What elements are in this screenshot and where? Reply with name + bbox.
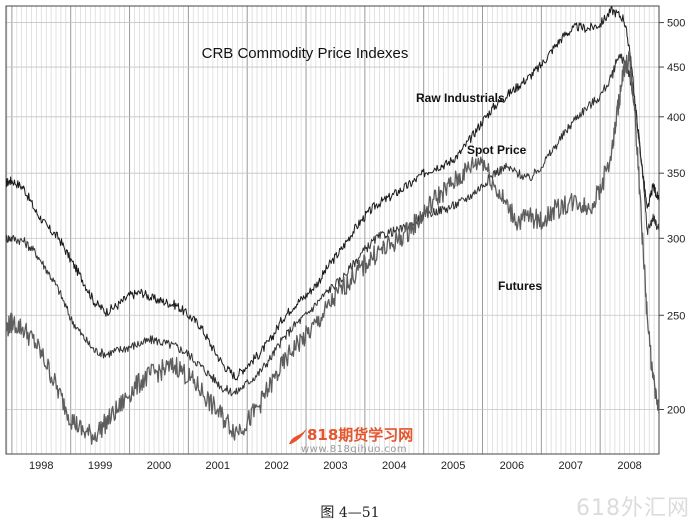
series-label-raw-industrials: Raw Industrials: [416, 91, 505, 105]
series-label-futures: Futures: [498, 279, 542, 293]
x-tick-label: 2001: [206, 460, 230, 472]
series-line-spot-price: [5, 53, 660, 397]
chart-title: CRB Commodity Price Indexes: [202, 45, 409, 62]
y-tick-label: 350: [667, 168, 685, 180]
y-tick-label: 500: [667, 18, 685, 30]
y-axis: 200 250 300 350 400 450 500: [659, 18, 685, 417]
site-logo: 818期货学习网 www.818qihuo.com: [285, 424, 435, 460]
watermark: 618外汇网: [576, 496, 690, 521]
series-layer: [5, 6, 660, 445]
x-tick-label: 2006: [500, 460, 524, 472]
x-tick-label: 1998: [29, 460, 53, 472]
y-tick-label: 250: [667, 310, 685, 322]
figure-caption: 图 4—51: [320, 505, 380, 521]
x-tick-label: 2005: [441, 460, 465, 472]
y-tick-label: 300: [667, 233, 685, 245]
x-tick-label: 2002: [264, 460, 288, 472]
x-tick-label: 2004: [382, 460, 406, 472]
logo-text: 818期货学习网: [307, 426, 414, 444]
x-axis: 1998 1999 2000 2001 2002 2003 2004 2005 2006 2007…: [29, 460, 642, 472]
logo-url: www.818qihuo.com: [301, 444, 408, 455]
series-line-raw-industrials: [5, 6, 660, 381]
series-label-spot-price: Spot Price: [467, 143, 527, 157]
x-tick-label: 2003: [323, 460, 347, 472]
y-tick-label: 450: [667, 62, 685, 74]
flame-icon: [289, 428, 307, 444]
y-tick-label: 400: [667, 112, 685, 124]
y-tick-label: 200: [667, 405, 685, 417]
grid: [6, 6, 660, 454]
x-tick-label: 2007: [559, 460, 583, 472]
x-tick-label: 2008: [617, 460, 641, 472]
x-tick-label: 2000: [147, 460, 171, 472]
plot-frame: [5, 5, 660, 455]
x-tick-label: 1999: [88, 460, 112, 472]
series-line-futures: [5, 50, 660, 445]
